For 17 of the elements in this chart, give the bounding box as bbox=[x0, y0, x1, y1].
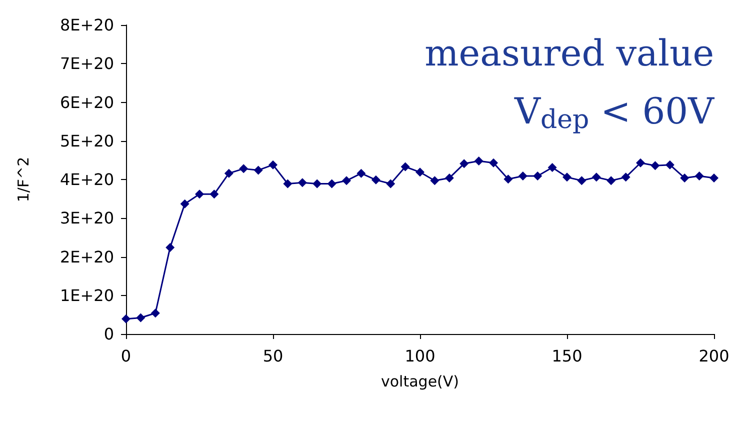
x-tick-label: 0 bbox=[120, 346, 132, 366]
y-tick-label: 2E+20 bbox=[60, 247, 114, 266]
annotation: measured value bbox=[424, 34, 714, 74]
x-tick-label: 200 bbox=[698, 346, 730, 366]
y-tick-label: 3E+20 bbox=[60, 208, 114, 228]
y-tick-label: 5E+20 bbox=[60, 131, 114, 150]
y-tick-label: 8E+20 bbox=[60, 16, 114, 34]
x-tick-label: 50 bbox=[262, 346, 284, 366]
y-tick-label: 1E+20 bbox=[60, 286, 114, 305]
y-tick-label: 4E+20 bbox=[60, 170, 114, 189]
x-tick-label: 100 bbox=[404, 346, 436, 366]
y-tick-label: 0 bbox=[104, 324, 114, 344]
y-axis-title: 1/F^2 bbox=[14, 156, 32, 202]
x-tick-label: 150 bbox=[552, 346, 582, 366]
y-tick-label: 6E+20 bbox=[60, 92, 114, 112]
x-axis-title: voltage(V) bbox=[380, 372, 460, 390]
y-tick-label: 7E+20 bbox=[60, 54, 114, 74]
